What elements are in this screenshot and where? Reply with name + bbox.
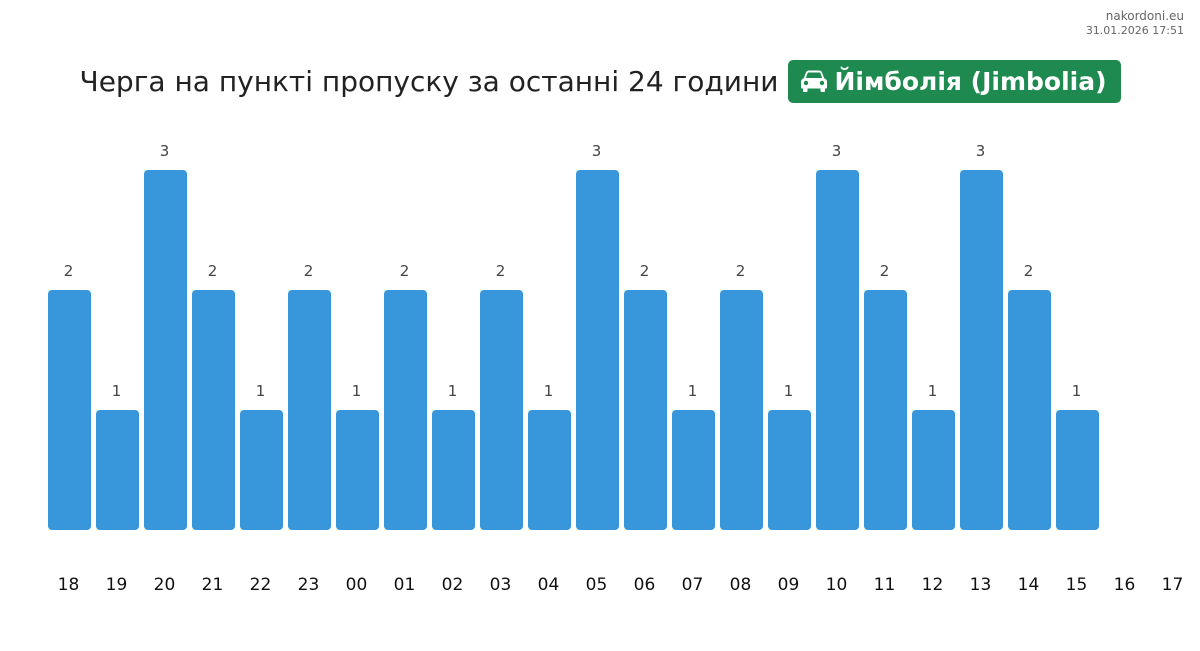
x-tick-label-11: 11 xyxy=(874,575,896,595)
x-tick-label-17: 17 xyxy=(1162,575,1184,595)
bar-22 xyxy=(240,410,283,530)
bar-23 xyxy=(288,290,331,530)
watermark-site: nakordoni.eu xyxy=(1105,9,1184,23)
bar-09 xyxy=(768,410,811,530)
bar-21 xyxy=(192,290,235,530)
x-tick-label-15: 15 xyxy=(1066,575,1088,595)
x-tick-label-00: 00 xyxy=(346,575,368,595)
watermark-timestamp: 31.01.2026 17:51 xyxy=(1085,24,1184,37)
bar-15 xyxy=(1056,410,1099,530)
bar-00 xyxy=(336,410,379,530)
bar-20 xyxy=(144,170,187,530)
chart-header: Черга на пункті пропуску за останні 24 г… xyxy=(0,59,1200,103)
checkpoint-badge: Йімболія (Jimbolia) xyxy=(788,59,1121,103)
bar-value-label-14: 2 xyxy=(1024,262,1034,280)
x-tick-label-08: 08 xyxy=(730,575,752,595)
x-tick-label-13: 13 xyxy=(970,575,992,595)
bar-01 xyxy=(384,290,427,530)
x-tick-label-02: 02 xyxy=(442,575,464,595)
x-tick-label-19: 19 xyxy=(106,575,128,595)
x-tick-label-18: 18 xyxy=(58,575,80,595)
x-tick-label-10: 10 xyxy=(826,575,848,595)
checkpoint-name: Йімболія (Jimbolia) xyxy=(834,66,1107,96)
x-tick-label-20: 20 xyxy=(154,575,176,595)
bar-value-label-22: 1 xyxy=(256,382,266,400)
bar-13 xyxy=(960,170,1003,530)
bar-10 xyxy=(816,170,859,530)
bar-value-label-04: 1 xyxy=(544,382,554,400)
bar-value-label-09: 1 xyxy=(784,382,794,400)
bar-value-label-00: 1 xyxy=(352,382,362,400)
bar-12 xyxy=(912,410,955,530)
bar-07 xyxy=(672,410,715,530)
x-tick-label-21: 21 xyxy=(202,575,224,595)
x-tick-label-03: 03 xyxy=(490,575,512,595)
bar-value-label-02: 1 xyxy=(448,382,458,400)
bar-value-label-21: 2 xyxy=(208,262,218,280)
bar-value-label-13: 3 xyxy=(976,142,986,160)
bar-11 xyxy=(864,290,907,530)
bar-04 xyxy=(528,410,571,530)
bar-02 xyxy=(432,410,475,530)
bar-06 xyxy=(624,290,667,530)
x-tick-label-01: 01 xyxy=(394,575,416,595)
x-tick-label-23: 23 xyxy=(298,575,320,595)
bar-value-label-07: 1 xyxy=(688,382,698,400)
bar-14 xyxy=(1008,290,1051,530)
x-tick-label-07: 07 xyxy=(682,575,704,595)
bar-value-label-18: 2 xyxy=(64,262,74,280)
x-tick-label-12: 12 xyxy=(922,575,944,595)
watermark: nakordoni.eu 31.01.2026 17:51 xyxy=(1086,9,1184,38)
bar-08 xyxy=(720,290,763,530)
x-tick-label-04: 04 xyxy=(538,575,560,595)
x-tick-label-16: 16 xyxy=(1114,575,1136,595)
bar-03 xyxy=(480,290,523,530)
bar-value-label-20: 3 xyxy=(160,142,170,160)
bar-value-label-19: 1 xyxy=(112,382,122,400)
bar-value-label-08: 2 xyxy=(736,262,746,280)
bar-19 xyxy=(96,410,139,530)
bar-value-label-15: 1 xyxy=(1072,382,1082,400)
x-tick-label-22: 22 xyxy=(250,575,272,595)
bar-value-label-06: 2 xyxy=(640,262,650,280)
car-icon xyxy=(801,70,828,92)
bar-value-label-11: 2 xyxy=(880,262,890,280)
bar-value-label-12: 1 xyxy=(928,382,938,400)
bar-value-label-03: 2 xyxy=(496,262,506,280)
x-tick-label-14: 14 xyxy=(1018,575,1040,595)
bar-05 xyxy=(576,170,619,530)
bar-value-label-23: 2 xyxy=(304,262,314,280)
bar-value-label-01: 2 xyxy=(400,262,410,280)
bar-value-label-10: 3 xyxy=(832,142,842,160)
bar-value-label-05: 3 xyxy=(592,142,602,160)
chart-title: Черга на пункті пропуску за останні 24 г… xyxy=(79,64,779,98)
x-tick-label-09: 09 xyxy=(778,575,800,595)
x-tick-label-05: 05 xyxy=(586,575,608,595)
bar-18 xyxy=(48,290,91,530)
x-tick-label-06: 06 xyxy=(634,575,656,595)
